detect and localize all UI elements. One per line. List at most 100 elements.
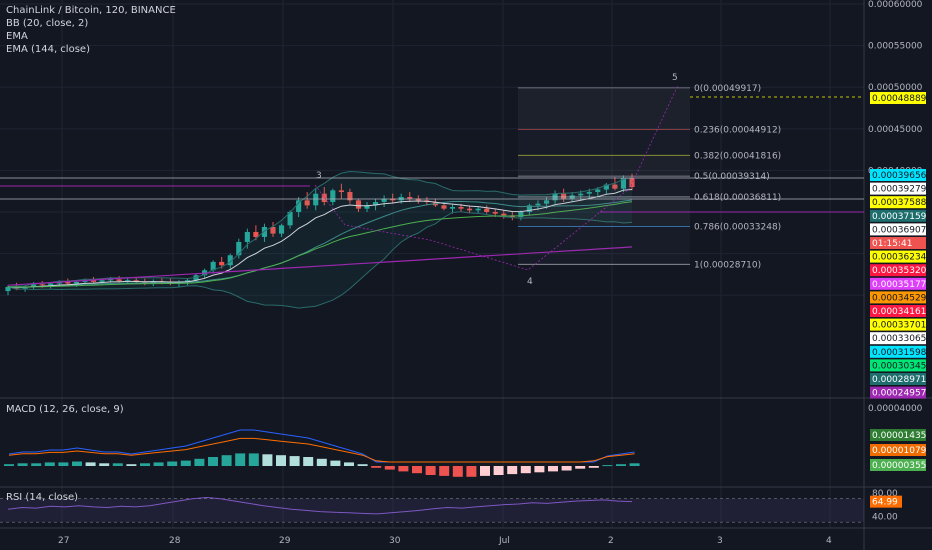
macd-value-label: 0.00000355: [872, 461, 926, 471]
price-tag-label: 0.00034161: [872, 307, 926, 317]
macd-histogram-bar: [72, 461, 82, 466]
macd-histogram-bar: [520, 466, 531, 474]
price-tag: [870, 209, 926, 222]
price-tag-label: 0.00036907: [872, 225, 926, 235]
ema144-line: [7, 246, 633, 286]
candle: [586, 192, 592, 194]
price-tag: [870, 359, 926, 372]
macd-histogram-bar: [507, 466, 518, 475]
y-tick-label: 0.00055000: [868, 42, 923, 52]
macd-value-tag: [870, 444, 926, 456]
candle: [321, 193, 327, 203]
fib-level-label: 0.786(0.00033248): [694, 223, 781, 233]
candle: [364, 205, 370, 209]
price-tag: [870, 250, 926, 263]
price-tag: [870, 345, 926, 358]
x-tick-label: 3: [717, 536, 723, 546]
macd-histogram-bar: [289, 456, 300, 466]
price-tag: [870, 332, 926, 345]
candle: [210, 261, 216, 271]
x-tick-label: 27: [58, 536, 69, 546]
candle: [407, 197, 413, 199]
candle: [99, 280, 105, 282]
price-tag: [870, 196, 926, 209]
candle: [449, 207, 456, 209]
bollinger-band-fill: [8, 171, 632, 309]
rsi-band: [0, 498, 864, 523]
x-tick-label: Jul: [498, 536, 510, 546]
macd-histogram-bar: [466, 466, 477, 477]
macd-histogram-bar: [357, 464, 368, 466]
bollinger-lower-line: [7, 211, 633, 309]
macd-label: MACD (12, 26, close, 9): [6, 404, 124, 415]
candle: [441, 205, 447, 209]
macd-histogram-bar: [371, 466, 382, 468]
price-tag-label: 0.00033065: [872, 334, 926, 344]
price-tag-label: 0.00039279: [872, 185, 927, 195]
rsi-value-label: 64.99: [872, 498, 898, 508]
candle: [39, 284, 45, 286]
candle: [330, 190, 336, 203]
candle: [526, 205, 532, 212]
price-tag: [870, 373, 926, 385]
fib-level-label: 0.5(0.00039314): [694, 172, 770, 182]
wave-label: 5: [672, 73, 678, 83]
candle: [629, 177, 635, 188]
legend-ema144: EMA (144, close): [6, 44, 90, 55]
candle: [73, 281, 79, 284]
price-tag: [870, 169, 926, 181]
macd-histogram-bar: [248, 453, 259, 466]
candle: [535, 203, 541, 206]
macd-value-tag: [870, 459, 926, 471]
candle: [381, 198, 387, 203]
macd-value-label: 0.00001435: [872, 431, 926, 441]
macd-histogram-bar: [153, 462, 164, 466]
macd-histogram-bar: [99, 463, 110, 466]
candle: [227, 255, 233, 266]
macd-histogram-bar: [344, 462, 354, 466]
macd-histogram-bar: [180, 460, 191, 466]
price-tag-label: 0.00037588: [872, 198, 927, 208]
macd-histogram-bar: [167, 461, 178, 466]
x-tick-label: 2: [608, 536, 614, 546]
price-tag-label: 0.00031598: [872, 348, 927, 358]
candle: [142, 281, 148, 283]
macd-histogram-bar: [548, 466, 558, 472]
fib-zone: [518, 129, 690, 156]
price-tag: [870, 305, 926, 317]
macd-histogram-bar: [439, 466, 450, 476]
price-tag: [870, 318, 926, 331]
candle: [31, 284, 37, 287]
candle: [313, 193, 319, 206]
candle: [236, 241, 242, 256]
price-tag-label: 0.00035320: [872, 266, 927, 276]
macd-histogram-bar: [85, 462, 96, 466]
candle: [261, 226, 268, 237]
macd-y-tick-label: 0.00004000: [868, 404, 923, 414]
macd-histogram-bar: [208, 457, 218, 466]
macd-histogram-bar: [140, 463, 150, 466]
candle: [48, 283, 54, 286]
candle: [578, 193, 584, 196]
price-tag-label: 0.00048889: [872, 94, 927, 104]
candle: [304, 200, 310, 206]
macd-histogram-bar: [17, 463, 28, 466]
legend-bb: BB (20, close, 2): [6, 18, 89, 29]
price-tag-label: 0.00039656: [872, 171, 927, 181]
macd-value-tag: [870, 429, 926, 441]
candle: [125, 280, 131, 282]
macd-histogram-bar: [534, 466, 545, 473]
macd-line: [8, 429, 635, 463]
candle: [347, 192, 353, 201]
price-tag-label: 0.00033701: [872, 321, 926, 331]
macd-histogram-bar: [276, 455, 286, 466]
price-tag-label: 01:15:41: [872, 239, 912, 249]
price-tag: [870, 237, 926, 249]
price-tag-label: 0.00034529: [872, 293, 927, 303]
macd-histogram-bar: [4, 464, 14, 466]
candle: [518, 212, 524, 217]
macd-histogram-bar: [398, 466, 409, 472]
wave-projection-line: [314, 84, 679, 271]
bollinger-upper-line: [7, 170, 633, 288]
price-tag-label: 0.00024957: [872, 389, 926, 399]
